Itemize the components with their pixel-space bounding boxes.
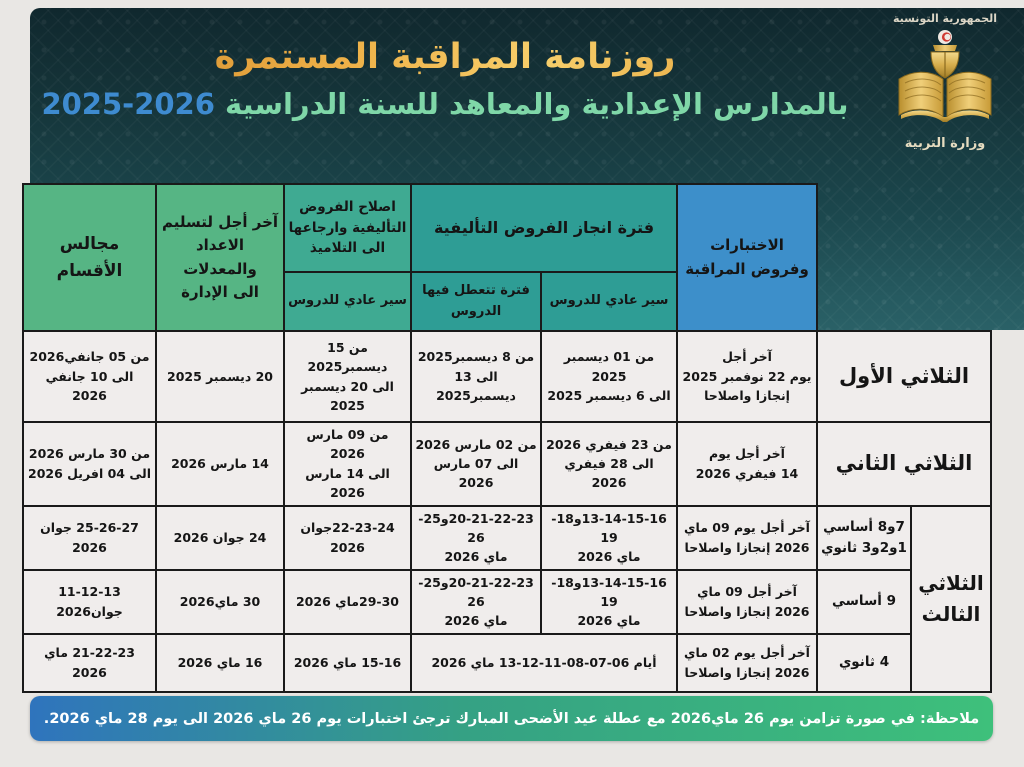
cell-normal-period: من 23 فيفري 2026 الى 28 فيفري 2026 — [540, 421, 679, 507]
subheader-suspended-lessons: فترة تتعطل فيها الدروس — [409, 271, 543, 332]
schedule-table: الاختبارات وفروض المراقبة فترة انجاز الف… — [22, 183, 993, 693]
table-row: الثلاثي الثاني آخر أجل يوم 14 فيفري 2026… — [22, 421, 993, 507]
column-header-deadline: آخر أجل لتسليم الاعداد والمعدلات الى الإ… — [155, 183, 285, 332]
cell-exam-deadline: آخر أجل يوم 02 ماي 2026 إنجازا واصلاحا — [676, 632, 819, 693]
column-header-councils: مجالس الأقسام — [22, 183, 157, 332]
row-sublabel-grades-7-8: 7و8 أساسي 1و2و3 ثانوي — [816, 504, 913, 571]
ministry-logo: الجمهورية التونسية — [874, 12, 1016, 180]
ministry-emblem-icon — [898, 30, 992, 122]
cell-correction-period: من 15 ديسمبر2025 الى 20 ديسمبر 2025 — [283, 330, 412, 423]
cell-exam-deadline: آخر أجل يوم 14 فيفري 2026 — [676, 421, 819, 507]
table-row: 9 أساسي آخر أجل 09 ماي 2026 إنجازا واصلا… — [22, 568, 991, 635]
row-sublabel-grade-9: 9 أساسي — [816, 568, 913, 635]
cell-correction-period: من 09 مارس 2026 الى 14 مارس 2026 — [283, 421, 412, 507]
table-row: الثلاثي الأول آخر أجل يوم 22 نوفمبر 2025… — [22, 330, 993, 423]
cell-correction-period: 29-30ماي 2026 — [283, 568, 412, 635]
cell-suspended-period: من 02 مارس 2026 الى 07 مارس 2026 — [409, 421, 543, 507]
cell-class-councils: 21-22-23 ماي 2026 — [22, 632, 157, 693]
cell-class-councils: من 30 مارس 2026 الى 04 افريل 2026 — [22, 421, 157, 507]
cell-correction-period: 15-16 ماي 2026 — [283, 632, 412, 693]
page-subtitle: بالمدارس الإعدادية والمعاهد للسنة الدراس… — [40, 81, 850, 127]
cell-normal-period: من 01 ديسمبر 2025 الى 6 ديسمبر 2025 — [540, 330, 679, 423]
cell-class-councils: 11-12-13 جوان2026 — [22, 568, 157, 635]
school-year: 2026-2025 — [41, 87, 215, 122]
row-label-trimester-3: الثلاثي الثالث — [910, 504, 993, 693]
subheader-normal-lessons: سير عادي للدروس — [540, 271, 679, 332]
header-text: روزنامة المراقبة المستمرة بالمدارس الإعد… — [40, 34, 850, 128]
cell-normal-period: 13-14-15-16و18-19 ماي 2026 — [540, 504, 679, 571]
row-label-trimester-2: الثلاثي الثاني — [816, 421, 993, 507]
republic-name-text: الجمهورية التونسية — [892, 12, 998, 25]
cell-suspended-period: 20-21-22-23و25-26 ماي 2026 — [409, 568, 543, 635]
row-sublabel-grade-4-secondary: 4 ثانوي — [816, 632, 913, 693]
cell-exam-days-merged: أيام 06-07-08-11-12-13 ماي 2026 — [409, 632, 679, 693]
cell-admin-deadline: 16 ماي 2026 — [155, 632, 285, 693]
cell-correction-period: 22-23-24جوان 2026 — [283, 504, 412, 571]
header-spacer — [817, 184, 991, 331]
cell-exam-deadline: آخر أجل 09 ماي 2026 إنجازا واصلاحا — [676, 568, 819, 635]
subheader-normal-lessons-2: سير عادي للدروس — [283, 271, 412, 332]
cell-normal-period: 13-14-15-16و18-19 ماي 2026 — [540, 568, 679, 635]
cell-exam-deadline: آخر أجل يوم 22 نوفمبر 2025 إنجازا واصلاح… — [676, 330, 819, 423]
note-banner: ملاحظة: في صورة تزامن يوم 26 ماي2026 مع … — [30, 696, 993, 741]
cell-class-councils: 25-26-27 جوان 2026 — [22, 504, 157, 571]
column-header-period: فترة انجاز الفروض التأليفية — [409, 183, 679, 273]
table-row: 4 ثانوي آخر أجل يوم 02 ماي 2026 إنجازا و… — [22, 632, 991, 693]
table-row: الثلاثي الثالث 7و8 أساسي 1و2و3 ثانوي آخر… — [22, 504, 993, 693]
column-header-correction: اصلاح الفروض التأليفية وارجاعها الى التل… — [283, 183, 412, 273]
page-title: روزنامة المراقبة المستمرة — [40, 34, 850, 81]
cell-class-councils: من 05 جانفي2026 الى 10 جانفي 2026 — [22, 330, 157, 423]
cell-suspended-period: 20-21-22-23و25-26 ماي 2026 — [409, 504, 543, 571]
note-text: ملاحظة: في صورة تزامن يوم 26 ماي2026 مع … — [43, 710, 980, 727]
cell-admin-deadline: 30 ماي2026 — [155, 568, 285, 635]
cell-suspended-period: من 8 ديسمبر2025 الى 13 ديسمبر2025 — [409, 330, 543, 423]
ministry-name-text: وزارة التربية — [904, 136, 986, 151]
cell-admin-deadline: 20 ديسمبر 2025 — [155, 330, 285, 423]
column-header-exams: الاختبارات وفروض المراقبة — [676, 183, 819, 332]
cell-admin-deadline: 24 جوان 2026 — [155, 504, 285, 571]
subtitle-text: بالمدارس الإعدادية والمعاهد للسنة الدراس… — [214, 87, 849, 122]
cell-admin-deadline: 14 مارس 2026 — [155, 421, 285, 507]
cell-exam-deadline: آخر أجل يوم 09 ماي 2026 إنجازا واصلاحا — [676, 504, 819, 571]
row-label-trimester-1: الثلاثي الأول — [816, 330, 993, 423]
